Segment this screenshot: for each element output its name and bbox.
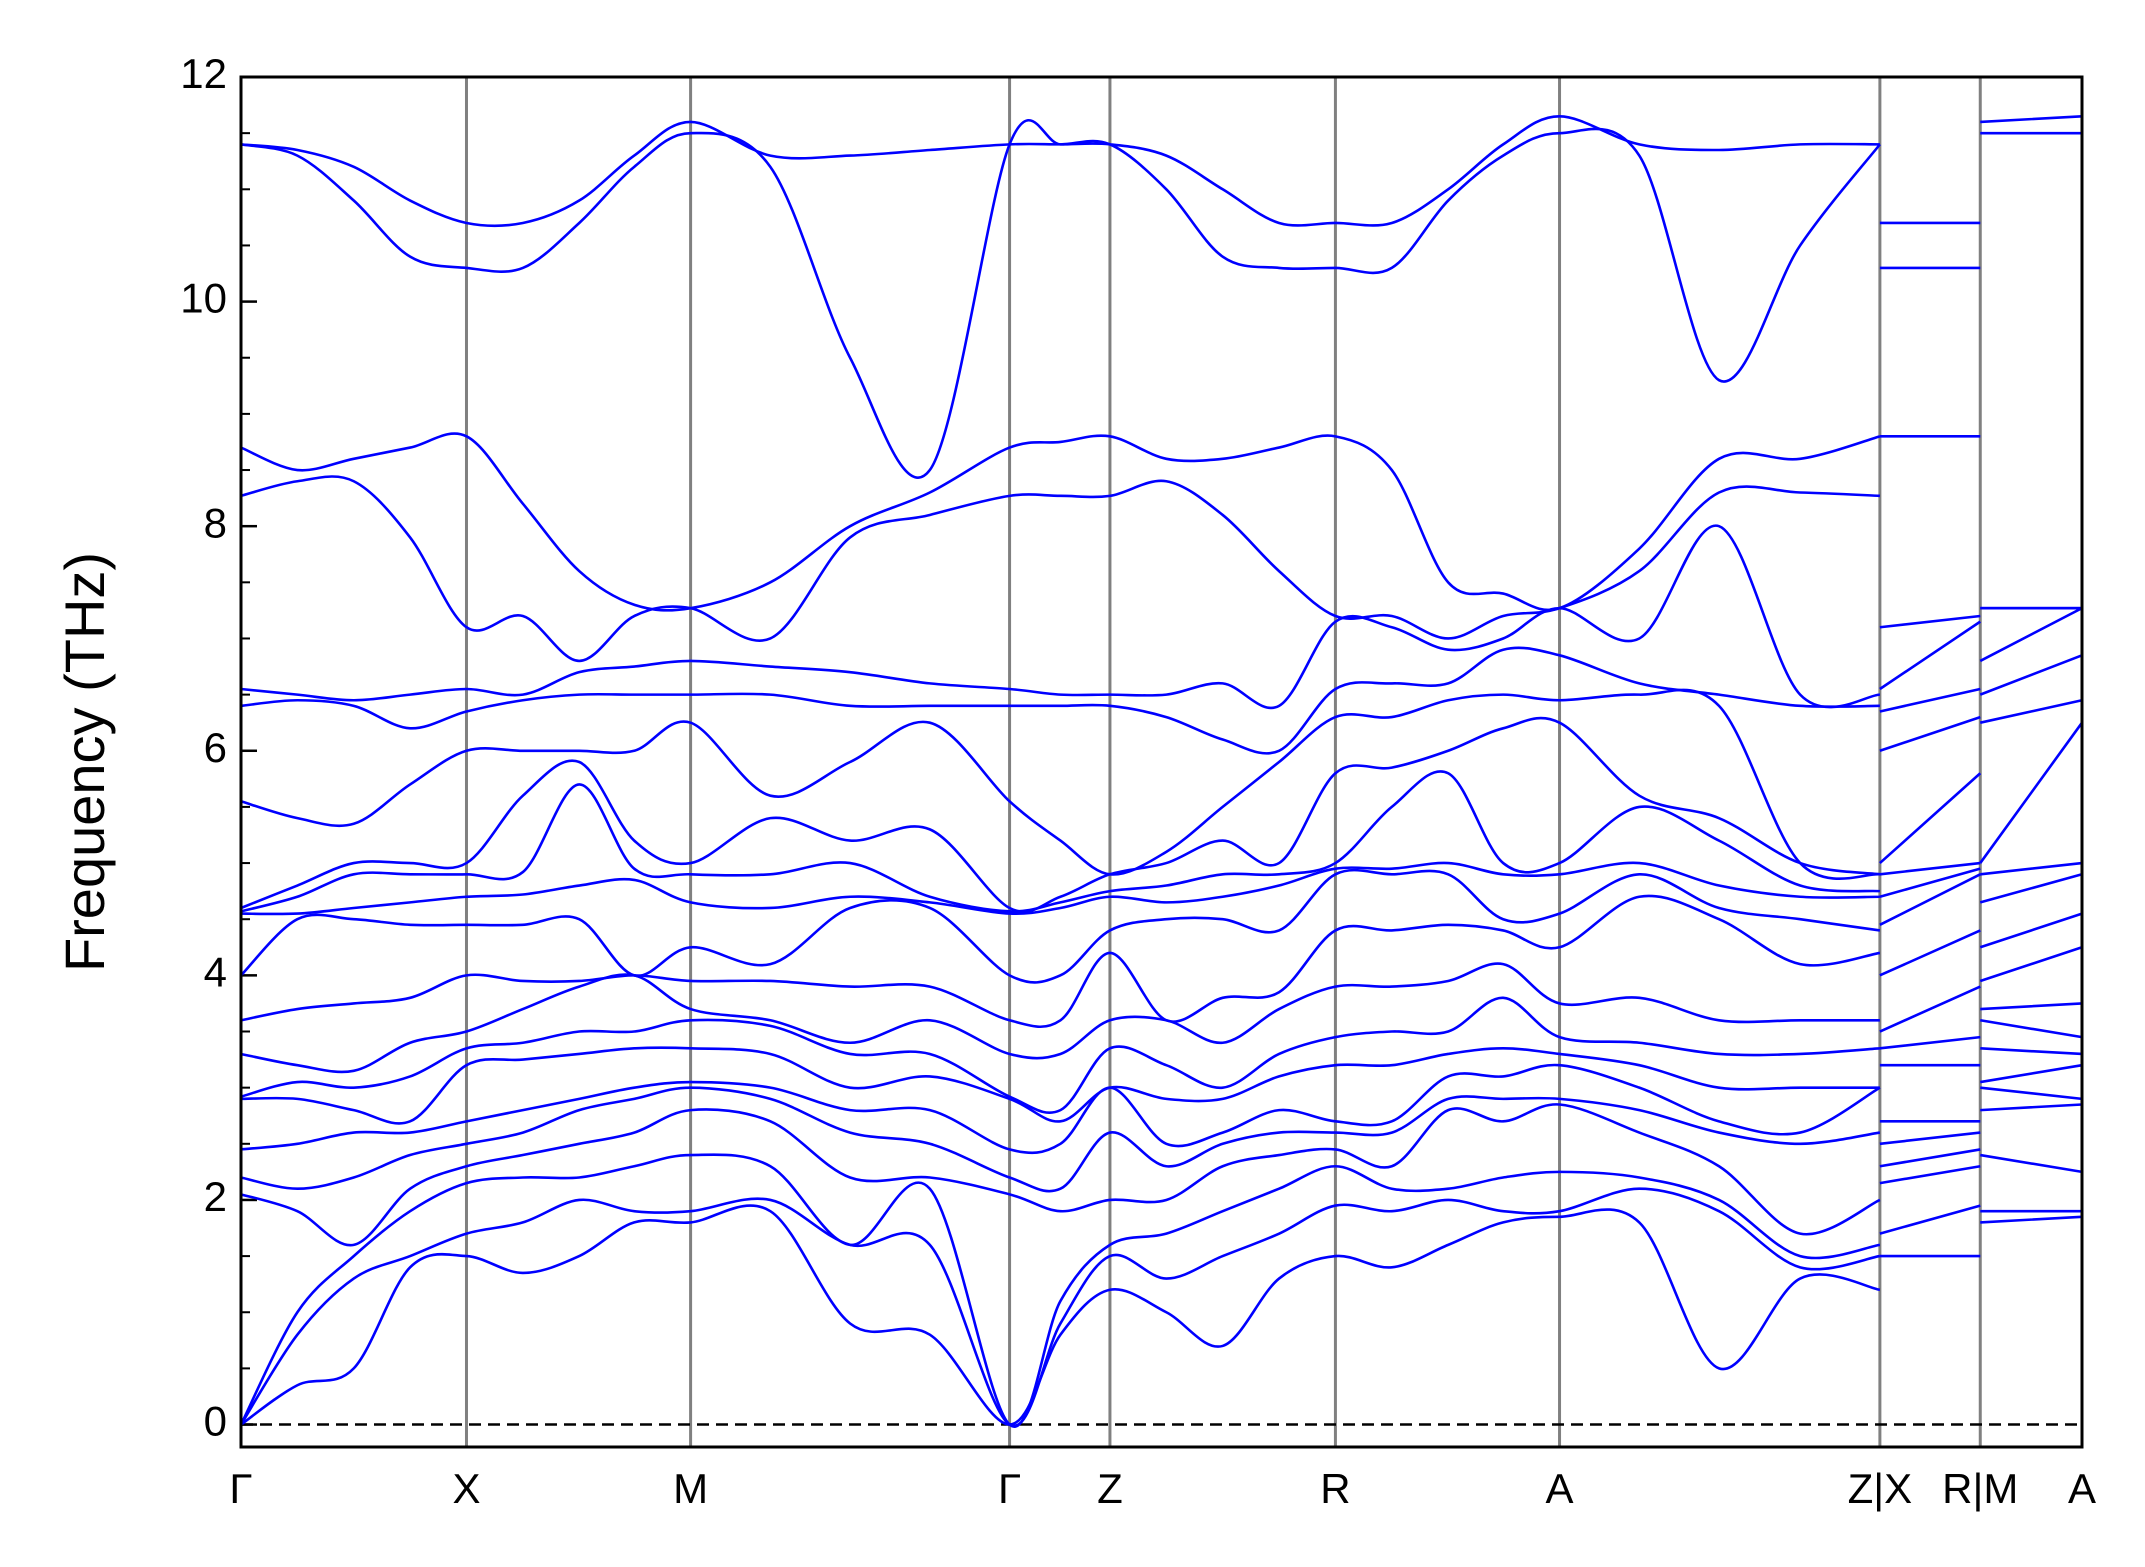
band-line: [240, 894, 2083, 1028]
y-tick-label: 12: [180, 50, 227, 97]
y-tick-label: 4: [204, 948, 227, 995]
x-tick-label: R: [1320, 1465, 1350, 1512]
band-line: [240, 432, 2082, 612]
bands: [239, 115, 2084, 1428]
x-tick-label: X: [452, 1465, 480, 1512]
band-line: [240, 524, 2083, 710]
x-tick-label: Γ: [998, 1465, 1021, 1512]
x-tick-label: R|M: [1942, 1465, 2018, 1512]
y-tick-label: 8: [204, 499, 227, 546]
band-line: [240, 1063, 2083, 1155]
band-line: [240, 962, 2083, 1074]
x-tick-label: Z|X: [1848, 1465, 1913, 1512]
band-line: [240, 646, 2083, 755]
y-axis-label: Frequency (THz): [53, 552, 116, 972]
plot-frame: [239, 75, 2084, 1449]
band-line: [240, 1103, 2083, 1247]
band-line: [240, 1086, 2083, 1193]
band-line: [240, 861, 2083, 916]
band-line: [240, 115, 2083, 228]
y-tick-label: 6: [204, 724, 227, 771]
y-tick-label: 10: [180, 275, 227, 322]
y-tick-label: 0: [204, 1398, 227, 1445]
band-line: [240, 996, 2083, 1115]
band-line: [240, 688, 2083, 880]
x-tick-label: A: [2068, 1465, 2096, 1512]
x-tick-label: A: [1546, 1465, 1574, 1512]
band-line: [240, 118, 2082, 479]
band-line: [240, 1204, 2083, 1426]
band-line: [240, 475, 2082, 663]
x-tick-label: M: [673, 1465, 708, 1512]
y-tick-label: 2: [204, 1173, 227, 1220]
x-tick-label: Γ: [229, 1465, 252, 1512]
band-line: [239, 1153, 2083, 1428]
band-line: [240, 770, 2083, 913]
band-line: [240, 1046, 2083, 1125]
x-tick-label: Z: [1097, 1465, 1123, 1512]
band-line: [239, 1187, 2082, 1428]
band-line: [240, 716, 2084, 914]
band-line: [240, 868, 2083, 984]
